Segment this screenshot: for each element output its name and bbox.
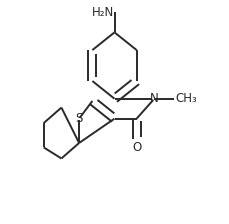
Text: H₂N: H₂N [92,6,114,19]
Text: S: S [75,112,83,125]
Text: O: O [132,141,141,154]
Text: CH₃: CH₃ [175,92,197,105]
Text: N: N [150,92,159,105]
